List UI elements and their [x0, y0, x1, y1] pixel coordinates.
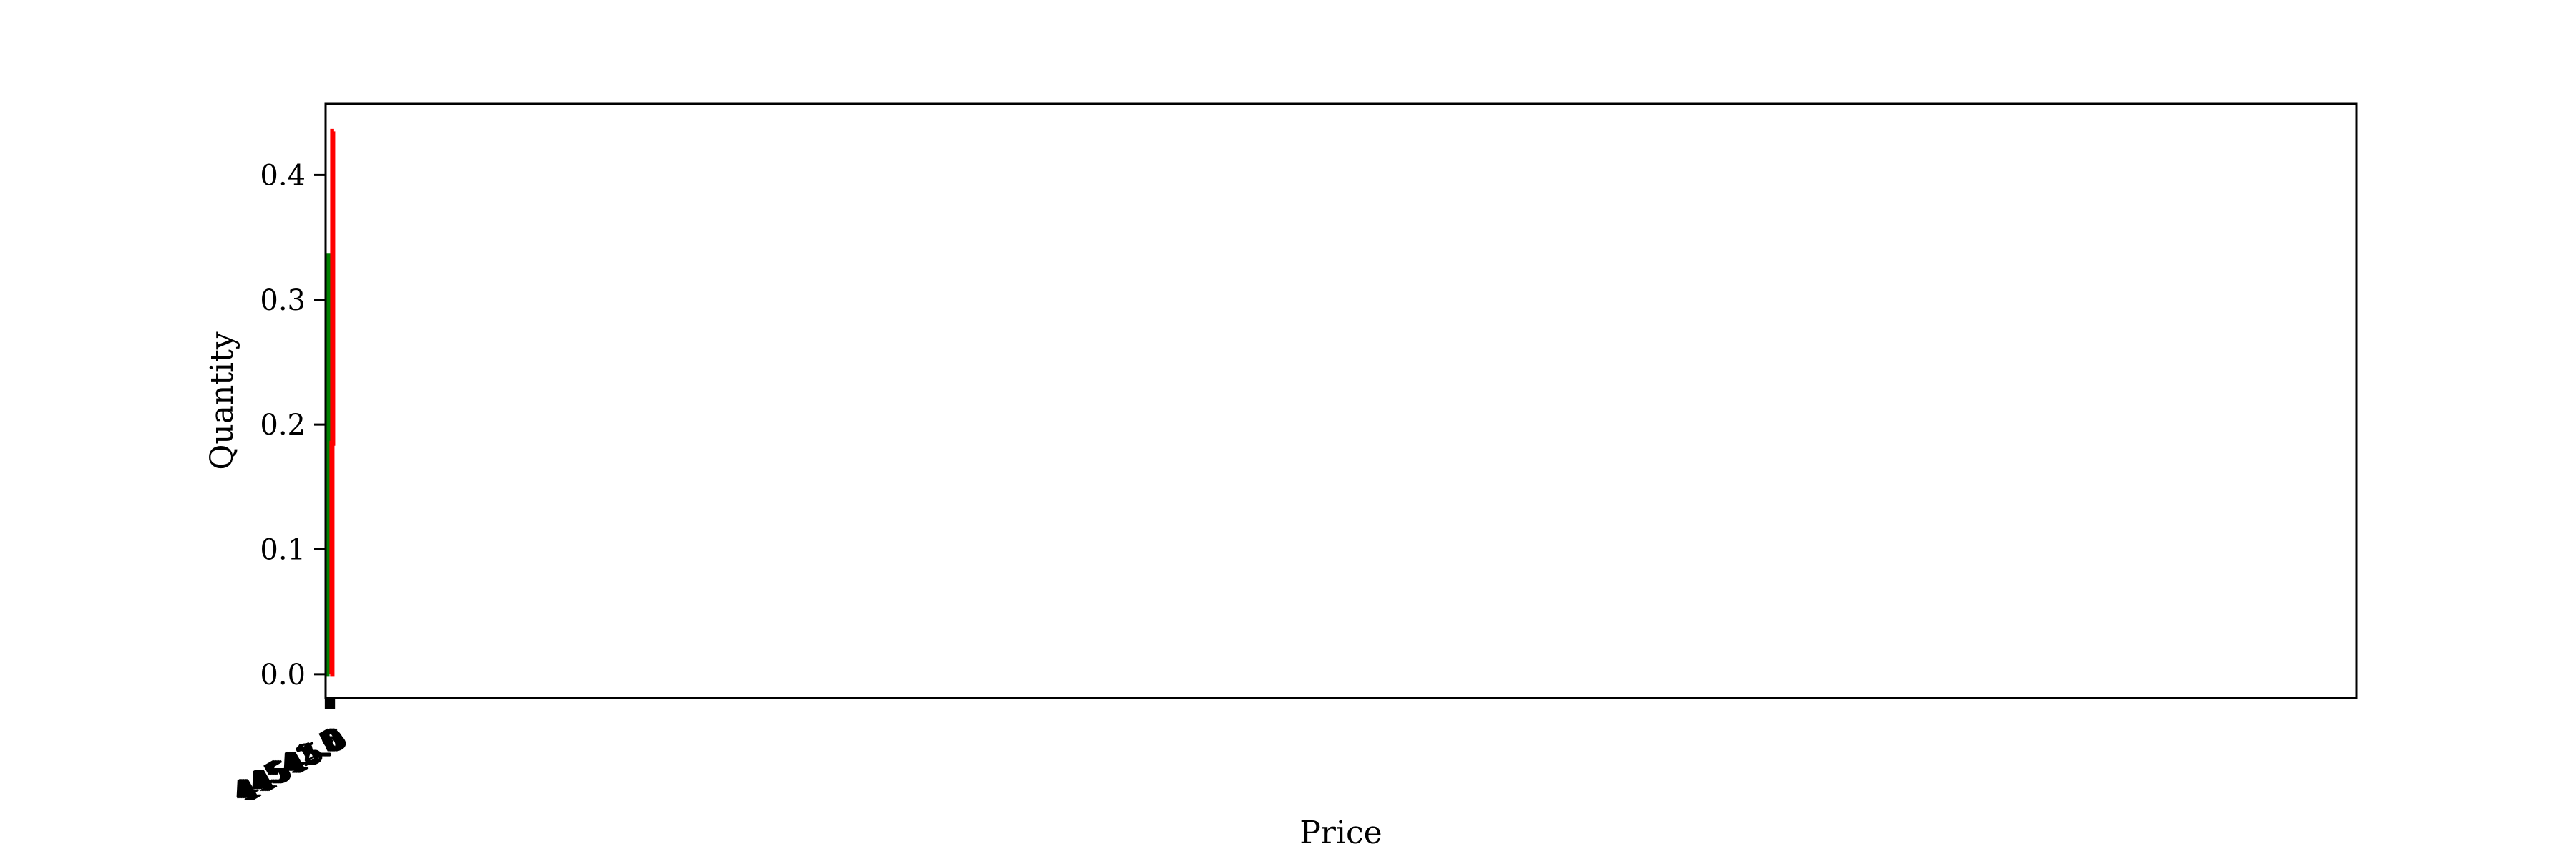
plot-frame	[324, 102, 2358, 699]
y-tick-label: 0.2	[260, 409, 306, 442]
series-0-line	[326, 253, 332, 677]
y-tick-label: 0.4	[260, 159, 306, 192]
plot-lines	[326, 128, 336, 677]
y-tick-label: 0.0	[260, 659, 306, 691]
x-axis-title: Price	[1299, 815, 1382, 851]
series-1-line	[329, 128, 336, 677]
y-tick-label: 0.3	[260, 284, 306, 317]
y-axis-ticks: 0.0 0.1 0.2 0.3 0.4	[260, 159, 326, 691]
y-tick-label: 0.1	[260, 534, 306, 567]
y-axis-title: Quantity	[204, 331, 240, 470]
